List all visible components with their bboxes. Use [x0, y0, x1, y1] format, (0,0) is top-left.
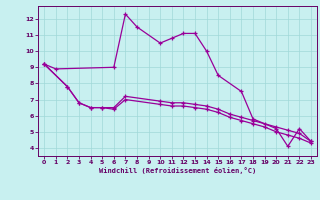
- X-axis label: Windchill (Refroidissement éolien,°C): Windchill (Refroidissement éolien,°C): [99, 167, 256, 174]
